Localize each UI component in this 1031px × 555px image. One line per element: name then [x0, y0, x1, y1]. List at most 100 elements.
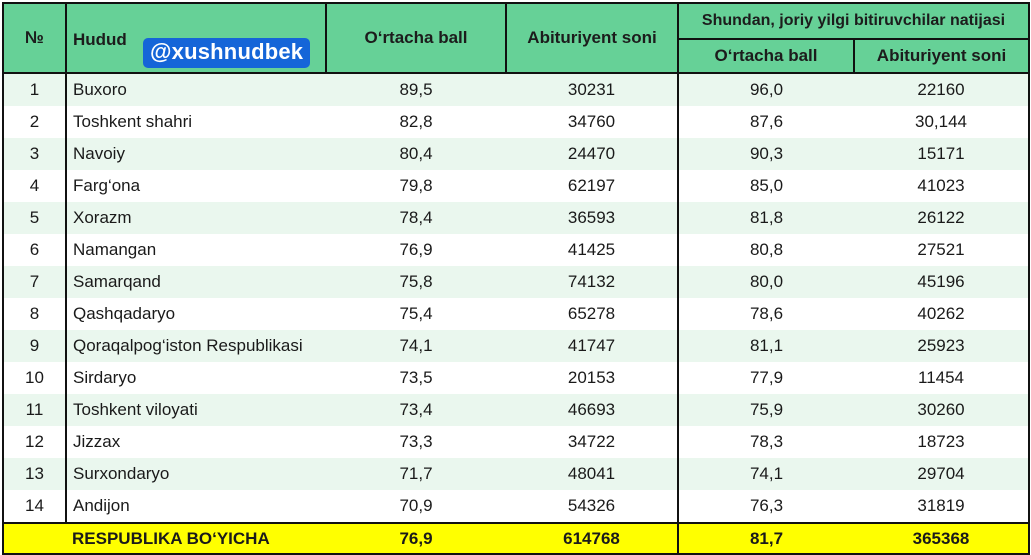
row-number: 6: [2, 234, 67, 266]
header-applicant-count: Abituriyent soni: [505, 2, 679, 74]
row-graduates-applicant-count: 25923: [854, 330, 1031, 362]
table-row: 4 Farg‘ona 79,8 62197 85,0 41023: [2, 170, 1031, 202]
row-region: Sirdaryo: [65, 362, 326, 394]
row-region: Qoraqalpog‘iston Respublikasi: [65, 330, 326, 362]
row-region: Toshkent shahri: [65, 106, 326, 138]
table-row: 10 Sirdaryo 73,5 20153 77,9 11454: [2, 362, 1031, 394]
row-graduates-applicant-count: 45196: [854, 266, 1031, 298]
row-graduates-average-score: 78,6: [677, 298, 854, 330]
total-graduates-applicant-count: 365368: [854, 522, 1031, 555]
row-graduates-average-score: 81,8: [677, 202, 854, 234]
row-average-score: 75,8: [326, 266, 506, 298]
row-graduates-average-score: 80,0: [677, 266, 854, 298]
row-graduates-average-score: 75,9: [677, 394, 854, 426]
row-number: 7: [2, 266, 67, 298]
row-average-score: 70,9: [326, 490, 506, 523]
table-row: 8 Qashqadaryo 75,4 65278 78,6 40262: [2, 298, 1031, 330]
table-row: 14 Andijon 70,9 54326 76,3 31819: [2, 490, 1031, 523]
row-applicant-count: 24470: [506, 138, 679, 170]
row-number: 8: [2, 298, 67, 330]
row-graduates-applicant-count: 41023: [854, 170, 1031, 202]
row-graduates-average-score: 80,8: [677, 234, 854, 266]
header-region: Hudud @xushnudbek: [65, 2, 327, 74]
row-graduates-average-score: 77,9: [677, 362, 854, 394]
row-number: 3: [2, 138, 67, 170]
row-region: Surxondaryo: [65, 458, 326, 490]
row-number: 10: [2, 362, 67, 394]
row-applicant-count: 36593: [506, 202, 679, 234]
row-number: 1: [2, 73, 67, 106]
row-graduates-average-score: 74,1: [677, 458, 854, 490]
total-applicant-count: 614768: [506, 522, 679, 555]
row-applicant-count: 48041: [506, 458, 679, 490]
row-number: 9: [2, 330, 67, 362]
row-applicant-count: 20153: [506, 362, 679, 394]
row-average-score: 73,4: [326, 394, 506, 426]
row-average-score: 76,9: [326, 234, 506, 266]
row-graduates-average-score: 76,3: [677, 490, 854, 523]
row-average-score: 71,7: [326, 458, 506, 490]
row-graduates-average-score: 87,6: [677, 106, 854, 138]
row-average-score: 78,4: [326, 202, 506, 234]
row-number: 4: [2, 170, 67, 202]
table-row: 5 Xorazm 78,4 36593 81,8 26122: [2, 202, 1031, 234]
row-applicant-count: 41747: [506, 330, 679, 362]
row-region: Jizzax: [65, 426, 326, 458]
row-applicant-count: 54326: [506, 490, 679, 523]
row-region: Farg‘ona: [65, 170, 326, 202]
row-average-score: 82,8: [326, 106, 506, 138]
table-row: 7 Samarqand 75,8 74132 80,0 45196: [2, 266, 1031, 298]
row-region: Buxoro: [65, 73, 326, 106]
row-graduates-applicant-count: 18723: [854, 426, 1031, 458]
row-graduates-applicant-count: 15171: [854, 138, 1031, 170]
row-applicant-count: 41425: [506, 234, 679, 266]
table-row: 2 Toshkent shahri 82,8 34760 87,6 30,144: [2, 106, 1031, 138]
row-graduates-applicant-count: 30260: [854, 394, 1031, 426]
header-region-label: Hudud: [73, 30, 127, 49]
row-average-score: 73,3: [326, 426, 506, 458]
row-average-score: 79,8: [326, 170, 506, 202]
table-row: 1 Buxoro 89,5 30231 96,0 22160: [2, 73, 1031, 106]
row-applicant-count: 34722: [506, 426, 679, 458]
watermark-tag: @xushnudbek: [143, 38, 311, 68]
row-graduates-average-score: 85,0: [677, 170, 854, 202]
row-number: 5: [2, 202, 67, 234]
row-average-score: 73,5: [326, 362, 506, 394]
row-region: Toshkent viloyati: [65, 394, 326, 426]
table-total: RESPUBLIKA BO‘YICHA 76,9 614768 81,7 365…: [2, 522, 1031, 555]
row-graduates-applicant-count: 29704: [854, 458, 1031, 490]
row-number: 13: [2, 458, 67, 490]
row-graduates-applicant-count: 22160: [854, 73, 1031, 106]
table-header: № Hudud @xushnudbek O‘rtacha ball Abitur…: [2, 2, 1031, 74]
row-applicant-count: 34760: [506, 106, 679, 138]
table-row: 11 Toshkent viloyati 73,4 46693 75,9 302…: [2, 394, 1031, 426]
total-label: RESPUBLIKA BO‘YICHA: [2, 522, 326, 555]
row-applicant-count: 65278: [506, 298, 679, 330]
row-graduates-applicant-count: 11454: [854, 362, 1031, 394]
row-region: Andijon: [65, 490, 326, 523]
row-average-score: 74,1: [326, 330, 506, 362]
header-graduates-average-score: O‘rtacha ball: [677, 38, 855, 74]
row-graduates-average-score: 96,0: [677, 73, 854, 106]
row-average-score: 89,5: [326, 73, 506, 106]
row-average-score: 80,4: [326, 138, 506, 170]
header-graduates-group: Shundan, joriy yilgi bitiruvchilar natij…: [676, 2, 1031, 40]
row-applicant-count: 46693: [506, 394, 679, 426]
row-number: 12: [2, 426, 67, 458]
header-number: №: [2, 2, 67, 74]
total-row: RESPUBLIKA BO‘YICHA 76,9 614768 81,7 365…: [2, 522, 1031, 555]
row-number: 2: [2, 106, 67, 138]
table-row: 12 Jizzax 73,3 34722 78,3 18723: [2, 426, 1031, 458]
table-row: 6 Namangan 76,9 41425 80,8 27521: [2, 234, 1031, 266]
row-graduates-applicant-count: 27521: [854, 234, 1031, 266]
row-graduates-applicant-count: 31819: [854, 490, 1031, 523]
row-graduates-average-score: 78,3: [677, 426, 854, 458]
row-graduates-applicant-count: 40262: [854, 298, 1031, 330]
row-applicant-count: 62197: [506, 170, 679, 202]
table-row: 13 Surxondaryo 71,7 48041 74,1 29704: [2, 458, 1031, 490]
row-number: 14: [2, 490, 67, 523]
row-applicant-count: 74132: [506, 266, 679, 298]
row-graduates-average-score: 81,1: [677, 330, 854, 362]
